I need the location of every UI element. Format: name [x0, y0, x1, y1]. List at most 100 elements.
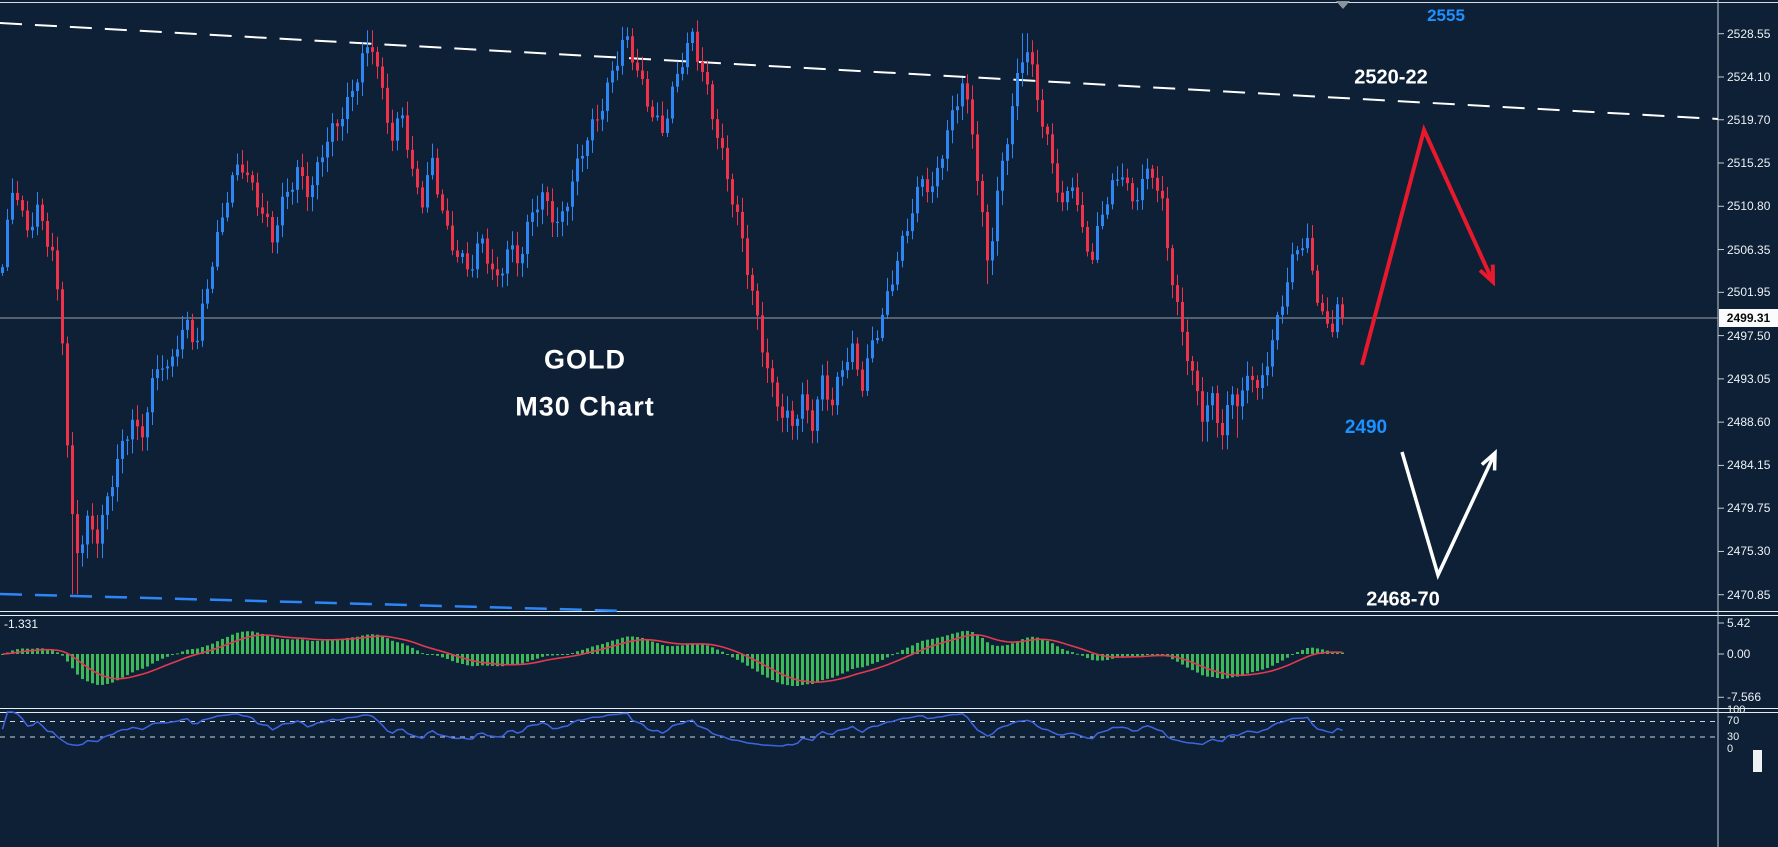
- candle-body: [1131, 183, 1134, 202]
- candle-body: [761, 315, 764, 353]
- candle-body: [901, 235, 904, 261]
- candle-body: [1201, 391, 1204, 422]
- candle-body: [671, 86, 674, 119]
- macd-histogram-bar: [1076, 653, 1079, 655]
- candle-body: [11, 192, 14, 220]
- price-axis-label: 2519.70: [1727, 112, 1771, 127]
- current-price-badge: 2499.31: [1719, 309, 1778, 327]
- candle-body: [96, 529, 99, 544]
- candle-body: [1231, 394, 1234, 406]
- macd-histogram-bar: [321, 640, 324, 654]
- macd-histogram-bar: [756, 654, 759, 672]
- candle-body: [831, 399, 834, 406]
- macd-histogram-bar: [341, 638, 344, 654]
- support-mid-label: 2490: [1344, 417, 1388, 438]
- macd-histogram-bar: [1211, 654, 1214, 678]
- candle-body: [936, 167, 939, 187]
- macd-histogram-bar: [506, 654, 509, 666]
- macd-histogram-bar: [391, 640, 394, 654]
- candle-body: [811, 410, 814, 431]
- macd-histogram-bar: [281, 639, 284, 654]
- candle-body: [496, 269, 499, 276]
- macd-histogram-bar: [511, 654, 514, 665]
- candle-body: [1091, 251, 1094, 260]
- candle-body: [171, 356, 174, 367]
- candle-body: [351, 90, 354, 98]
- candle-body: [201, 303, 204, 341]
- macd-histogram-bar: [651, 641, 654, 654]
- macd-histogram-bar: [431, 654, 434, 655]
- macd-histogram-bar: [781, 654, 784, 685]
- candle-body: [971, 99, 974, 135]
- macd-histogram-bar: [166, 654, 169, 657]
- macd-histogram-bar: [331, 639, 334, 654]
- candle-body: [91, 515, 94, 530]
- candle-body: [646, 78, 649, 107]
- candle-body: [376, 51, 379, 67]
- macd-histogram-bar: [326, 640, 329, 654]
- macd-histogram-bar: [1036, 637, 1039, 654]
- macd-histogram-bar: [1086, 654, 1089, 659]
- candle-body: [176, 349, 179, 357]
- candle-body: [1011, 106, 1014, 145]
- candle-body: [791, 410, 794, 426]
- candle-body: [66, 343, 69, 446]
- candle-body: [886, 291, 889, 315]
- candle-body: [856, 343, 859, 370]
- candle-body: [681, 67, 684, 74]
- candle-body: [416, 168, 419, 188]
- candle-body: [766, 352, 769, 369]
- macd-histogram-bar: [296, 639, 299, 654]
- macd-histogram-bar: [1276, 654, 1279, 664]
- candle-body: [616, 65, 619, 71]
- candle-body: [1111, 180, 1114, 205]
- candle-body: [461, 253, 464, 257]
- macd-histogram-bar: [146, 654, 149, 667]
- candle-body: [131, 419, 134, 440]
- macd-histogram-bar: [256, 632, 259, 654]
- oscillator-axis-label: 100: [1727, 703, 1746, 716]
- candle-body: [1006, 144, 1009, 161]
- candle-body: [746, 238, 749, 275]
- macd-histogram-bar: [406, 645, 409, 654]
- candle-body: [526, 221, 529, 255]
- candle-body: [406, 115, 409, 150]
- macd-histogram-bar: [476, 654, 479, 666]
- macd-histogram-bar: [1021, 639, 1024, 654]
- candle-body: [1021, 62, 1024, 74]
- macd-histogram-bar: [976, 634, 979, 654]
- macd-histogram-bar: [461, 654, 464, 664]
- macd-histogram-bar: [1291, 654, 1294, 655]
- candle-body: [1156, 177, 1159, 191]
- projection-arrow-red: [1360, 124, 1495, 366]
- candle-body: [326, 141, 329, 158]
- macd-histogram-bar: [521, 654, 524, 664]
- candle-body: [81, 544, 84, 554]
- macd-histogram-bar: [806, 654, 809, 685]
- candle-body: [866, 358, 869, 391]
- macd-histogram-bar: [236, 632, 239, 654]
- macd-histogram-bar: [1031, 636, 1034, 654]
- macd-histogram-bar: [121, 654, 124, 678]
- macd-histogram-bar: [131, 654, 134, 673]
- candle-body: [501, 273, 504, 276]
- macd-histogram-bar: [851, 654, 854, 669]
- macd-histogram-bar: [386, 638, 389, 654]
- candle-body: [251, 175, 254, 183]
- candle-body: [476, 243, 479, 270]
- macd-histogram-bar: [251, 631, 254, 654]
- price-axis-label: 2515.25: [1727, 156, 1771, 170]
- candle-body: [1066, 191, 1069, 203]
- candle-body: [1261, 375, 1264, 388]
- macd-histogram-bar: [276, 638, 279, 654]
- macd-histogram-bar: [866, 654, 869, 666]
- macd-histogram-bar: [56, 652, 59, 654]
- macd-histogram-bar: [726, 654, 729, 655]
- candle-body: [101, 514, 104, 544]
- candle-body: [881, 314, 884, 338]
- candle-body: [241, 164, 244, 173]
- candle-body: [1106, 204, 1109, 215]
- macd-histogram-bar: [1286, 654, 1289, 658]
- candle-body: [1281, 306, 1284, 315]
